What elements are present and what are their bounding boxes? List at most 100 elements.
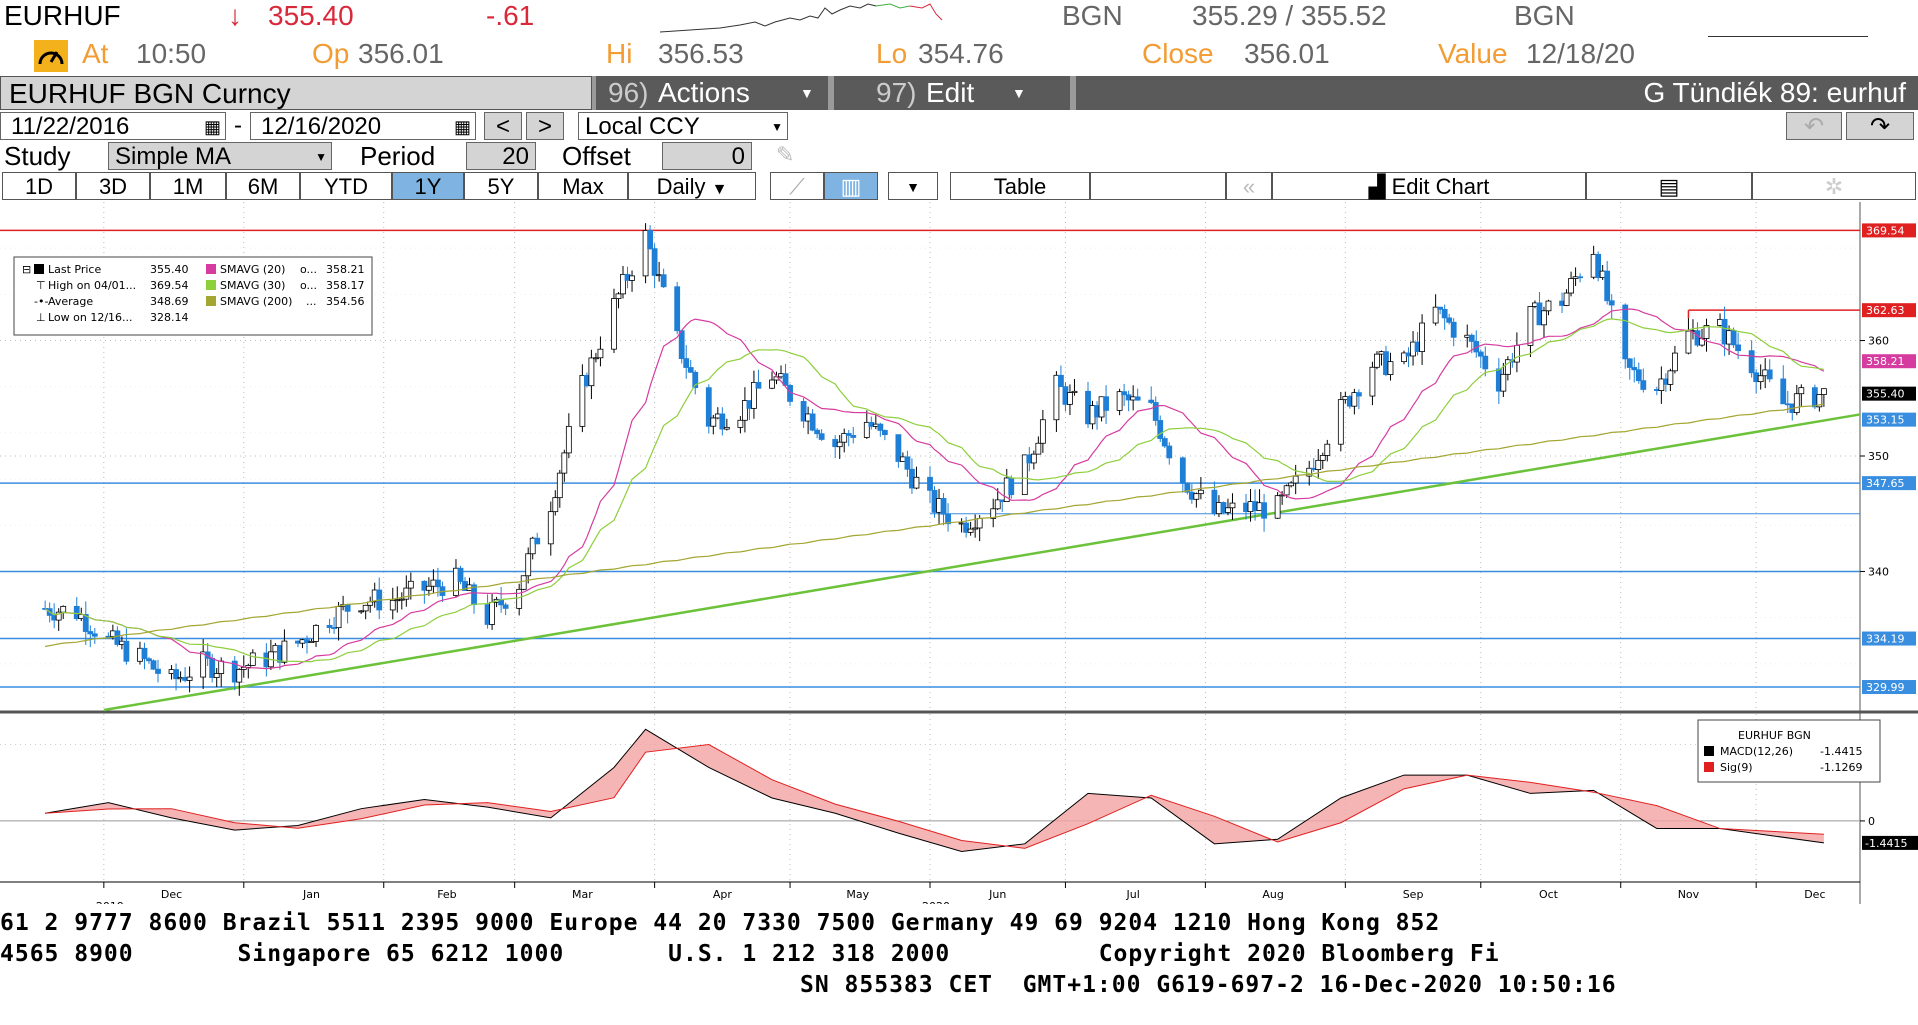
price-badge-label: 362.63 — [1866, 304, 1905, 317]
candle-body — [674, 286, 681, 332]
next-period-button[interactable]: > — [526, 112, 564, 140]
candle-body — [836, 441, 843, 448]
legend-low-value: 328.14 — [150, 311, 189, 324]
candle-body — [344, 604, 351, 612]
candle-body — [249, 652, 256, 666]
calendar-icon[interactable]: ▦ — [203, 117, 221, 137]
legend-sma200-label: SMAVG (200) — [220, 295, 292, 308]
redo-button[interactable]: ↷ — [1846, 112, 1914, 140]
candles — [42, 223, 1827, 696]
security-field[interactable]: EURHUF BGN Curncy — [0, 76, 592, 110]
price-chart[interactable]: 340 350 360 369.54 362.63 347.65 334.19 329.99 3… — [0, 202, 1918, 904]
pencil-icon[interactable]: ✎ — [776, 142, 795, 167]
chart-type-dropdown[interactable]: ▼ — [888, 172, 938, 200]
edit-chart-button[interactable]: ▟ Edit Chart — [1272, 172, 1586, 200]
candle-body — [877, 423, 884, 431]
legend-sma200-value: 354.56 — [326, 295, 365, 308]
candle-body — [737, 419, 744, 428]
candle-body — [1319, 455, 1326, 461]
chevron-down-icon: ▼ — [771, 120, 783, 134]
close-value: 356.01 — [1244, 38, 1330, 69]
range-tab-3d[interactable]: 3D — [76, 172, 150, 200]
x-tick-label: Dec — [161, 888, 182, 901]
candle-body — [552, 497, 559, 513]
offset-input[interactable]: 0 — [662, 142, 752, 170]
legend-swatch-macd — [1704, 746, 1714, 756]
legend-sma30-value: 358.17 — [326, 279, 365, 292]
study-label: Study — [4, 141, 71, 171]
undo-button[interactable]: ↶ — [1786, 112, 1842, 140]
range-tab-1y[interactable]: 1Y — [392, 172, 464, 200]
edit-menu[interactable]: 97) Edit ▼ — [834, 76, 1070, 110]
start-date-field[interactable]: 11/22/2016 ▦ — [0, 112, 226, 140]
legend-high-label: High on 04/01... — [48, 279, 136, 292]
candle-body — [82, 614, 89, 632]
calendar-icon[interactable]: ▦ — [453, 117, 471, 137]
x-tick-label: Sep — [1403, 888, 1424, 901]
candle-body — [611, 298, 617, 350]
candle-chart-icon[interactable]: ▥ — [824, 172, 878, 200]
macd-legend: EURHUF BGN MACD(12,26) -1.4415 Sig(9) -1… — [1697, 719, 1881, 783]
candle-body — [1337, 399, 1344, 445]
candle-body — [1766, 369, 1773, 380]
side-badge — [1862, 354, 1916, 369]
candle-body — [403, 587, 410, 600]
end-date-text: 12/16/2020 — [261, 113, 382, 140]
range-tab-1d[interactable]: 1D — [2, 172, 76, 200]
candle-body — [362, 604, 369, 612]
currency-select[interactable]: Local CCY ▼ — [578, 112, 788, 140]
speedometer-icon — [34, 40, 68, 72]
candle-body — [1288, 482, 1295, 487]
legend-last-label: Last Price — [48, 263, 101, 276]
frequency-text: Daily — [656, 174, 706, 199]
high-marker-icon: ⊤ — [36, 279, 46, 292]
macd-legend-sig-value: -1.1269 — [1820, 761, 1862, 774]
candle-body — [55, 611, 62, 621]
end-date-field[interactable]: 12/16/2020 ▦ — [250, 112, 476, 140]
user-label: G Tündiék 89: eurhuf — [1643, 77, 1906, 108]
table-button[interactable]: Table — [950, 172, 1090, 200]
annotate-icon[interactable]: ▤ — [1586, 172, 1752, 200]
line-chart-icon[interactable]: ⟋ — [770, 172, 824, 200]
price-tick-label: 360 — [1868, 335, 1889, 348]
candle-body — [389, 599, 396, 611]
price-tick-label: 350 — [1868, 450, 1889, 463]
candle-body — [308, 640, 315, 644]
period-label: Period — [360, 141, 436, 171]
offset-label: Offset — [562, 141, 631, 171]
gear-icon[interactable]: ✲ — [1752, 172, 1916, 200]
chevron-down-icon: ▼ — [800, 85, 814, 101]
candle-body — [1482, 355, 1489, 370]
range-tab-1m[interactable]: 1M — [150, 172, 226, 200]
candle-body — [435, 579, 441, 588]
candle-body — [1071, 390, 1078, 393]
period-input[interactable]: 20 — [466, 142, 536, 170]
range-tab-6m[interactable]: 6M — [226, 172, 300, 200]
actions-menu[interactable]: 96) Actions ▼ — [596, 76, 828, 110]
candle-body — [565, 425, 572, 454]
x-tick-label: Nov — [1678, 888, 1700, 901]
collapse-icon[interactable]: « — [1226, 172, 1272, 200]
macd-badge-label: -1.4415 — [1865, 837, 1907, 850]
candle-body — [1500, 373, 1507, 392]
candle-body — [904, 456, 911, 470]
candle-body — [976, 518, 983, 529]
candle-body — [1179, 457, 1186, 484]
candle-body — [593, 357, 599, 360]
candle-body — [1672, 352, 1678, 372]
candle-body — [945, 513, 951, 525]
prev-period-button[interactable]: < — [484, 112, 522, 140]
candle-body — [1261, 502, 1267, 519]
ticker-symbol: EURHUF — [4, 0, 121, 31]
candle-body — [1369, 366, 1376, 397]
range-tab-ytd[interactable]: YTD — [300, 172, 392, 200]
candle-body — [940, 498, 947, 515]
range-tab-5y[interactable]: 5Y — [464, 172, 538, 200]
range-tab-max[interactable]: Max — [538, 172, 628, 200]
candle-body — [850, 435, 857, 438]
candle-body — [1324, 443, 1331, 456]
candle-body — [913, 476, 920, 489]
study-select[interactable]: Simple MA ▼ — [108, 142, 332, 170]
x-tick-label: Jul — [1126, 888, 1140, 901]
frequency-select[interactable]: Daily ▼ — [628, 172, 756, 200]
